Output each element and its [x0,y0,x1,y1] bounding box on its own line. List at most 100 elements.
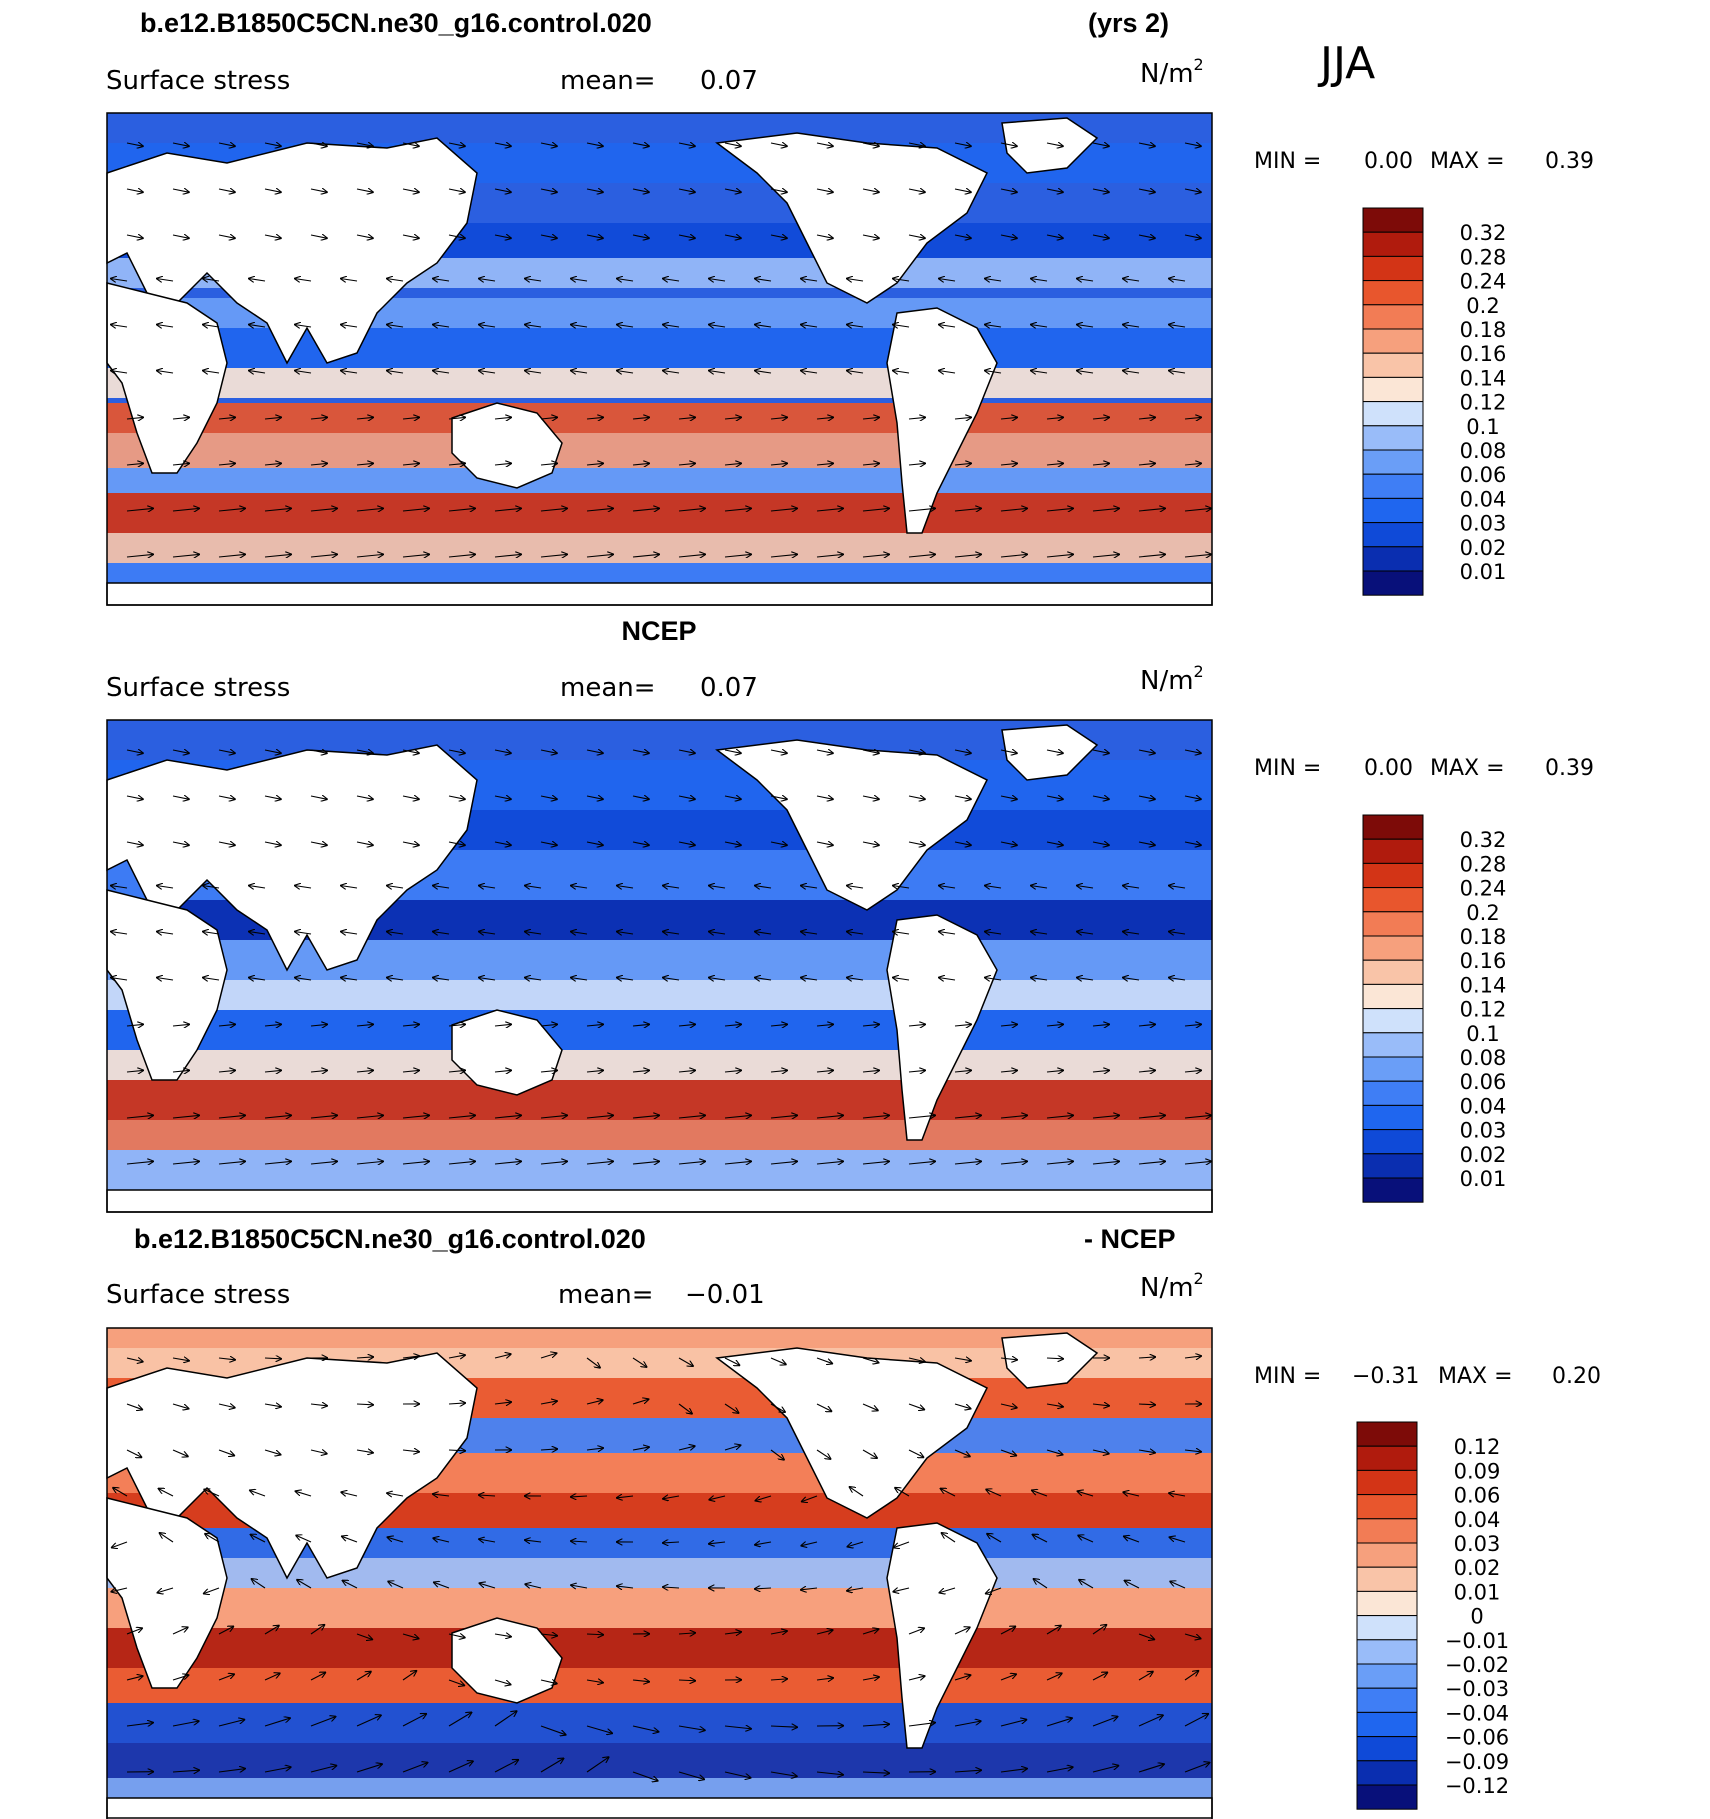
stress-vector [816,1161,843,1164]
stress-vector [663,1542,680,1543]
stress-vector [494,235,511,238]
stress-vector [1031,886,1048,888]
panel-1-vectors [111,143,1211,557]
stress-vector [1000,1449,1016,1455]
stress-vector [1138,750,1155,753]
stress-vector [264,1449,280,1455]
panel-2-vectors [111,750,1211,1164]
stress-vector [204,1587,220,1593]
stress-vector [448,1161,475,1164]
stress-vector [908,463,925,465]
stress-vector [1000,1115,1027,1118]
stress-vector [1092,554,1119,557]
stress-vector [402,1161,429,1164]
stress-vector [356,1633,372,1639]
stress-vector [448,508,475,511]
stress-vector [617,932,634,934]
stress-band [107,1588,1212,1628]
panel-2-colorbar: 0.320.280.240.20.180.160.140.120.10.080.… [1362,814,1507,1203]
stress-vector [249,932,266,934]
stress-vector [296,1491,312,1497]
stress-vector [954,463,971,465]
stress-vector [172,1070,189,1072]
stress-vector [356,1070,373,1072]
stress-vector [172,508,199,511]
stress-vector [908,1115,935,1118]
stress-vector [356,189,373,192]
stress-vector [678,1633,695,1634]
stress-vector [402,796,419,799]
stress-vector [663,886,680,888]
stress-vector [1123,1492,1140,1496]
stress-vector [540,554,567,557]
stress-vector [218,508,245,511]
stress-vector [632,1024,649,1026]
stress-vector [218,554,245,557]
colorbar-box-6 [1362,935,1424,961]
stress-vector [172,842,189,845]
stress-vector [954,750,971,753]
stress-vector [525,932,542,934]
colorbar-box-3 [1356,1469,1418,1496]
stress-vector [770,1771,797,1776]
colorbar-tick-label: 0.04 [1460,1094,1507,1118]
stress-vector [1092,1115,1119,1118]
stress-vector [1092,750,1109,753]
stress-vector [816,189,833,192]
panel-2-units: N/m2 [1140,662,1204,696]
stress-vector [157,886,174,888]
stress-vector [678,1357,693,1366]
stress-vector [387,932,404,934]
panel-3-land [106,1332,1213,1819]
stress-vector [632,1115,659,1118]
stress-vector [954,1115,981,1118]
stress-vector [525,1540,542,1542]
stress-vector [816,1070,833,1072]
stress-vector [862,750,879,753]
colorbar-box-16 [1362,570,1424,596]
colorbar-tick-label: 0.1 [1466,415,1499,439]
stress-vector [908,1628,924,1635]
stress-vector [310,796,327,799]
stress-vector [954,1675,970,1681]
stress-vector [1000,1769,1027,1772]
stress-vector [1092,189,1109,192]
stress-vector [1046,1115,1073,1118]
stress-vector [908,1403,924,1409]
stress-vector [862,463,879,465]
land-antarctica [106,582,1213,606]
stress-vector [203,932,220,934]
colorbar-tick-label: 0.03 [1454,1532,1501,1556]
stress-vector [218,1674,234,1681]
land-antarctica [106,1189,1213,1213]
stress-vector [250,1490,266,1497]
stress-vector [1000,796,1017,799]
stress-vector [388,1537,404,1543]
colorbar-tick-label: 0.16 [1460,949,1507,973]
stress-vector [586,189,603,192]
stress-vector [1031,325,1048,327]
colorbar-box-4 [1362,887,1424,913]
stress-vector [1046,1358,1063,1359]
colorbar-tick-label: 0.06 [1454,1484,1501,1508]
colorbar-box-14 [1362,1129,1424,1155]
stress-vector [893,325,910,327]
stress-vector [218,417,235,419]
colorbar-tick-label: 0.14 [1460,366,1507,390]
stress-vector [586,508,613,511]
colorbar-box-16 [1362,1177,1424,1203]
land-australia [451,1617,563,1704]
colorbar-box-9 [1356,1615,1418,1641]
stress-vector [1138,1024,1155,1026]
stress-vector [249,978,266,980]
stress-vector [724,842,741,845]
stress-vector [941,1489,956,1497]
stress-vector [954,1161,981,1164]
stress-vector [218,1449,234,1455]
stress-vector [802,1495,818,1501]
stress-vector [310,1404,327,1406]
stress-vector [939,371,956,373]
stress-vector [540,1634,557,1636]
colorbar-tick-label: 0.09 [1454,1459,1501,1483]
stress-vector [724,1771,750,1778]
